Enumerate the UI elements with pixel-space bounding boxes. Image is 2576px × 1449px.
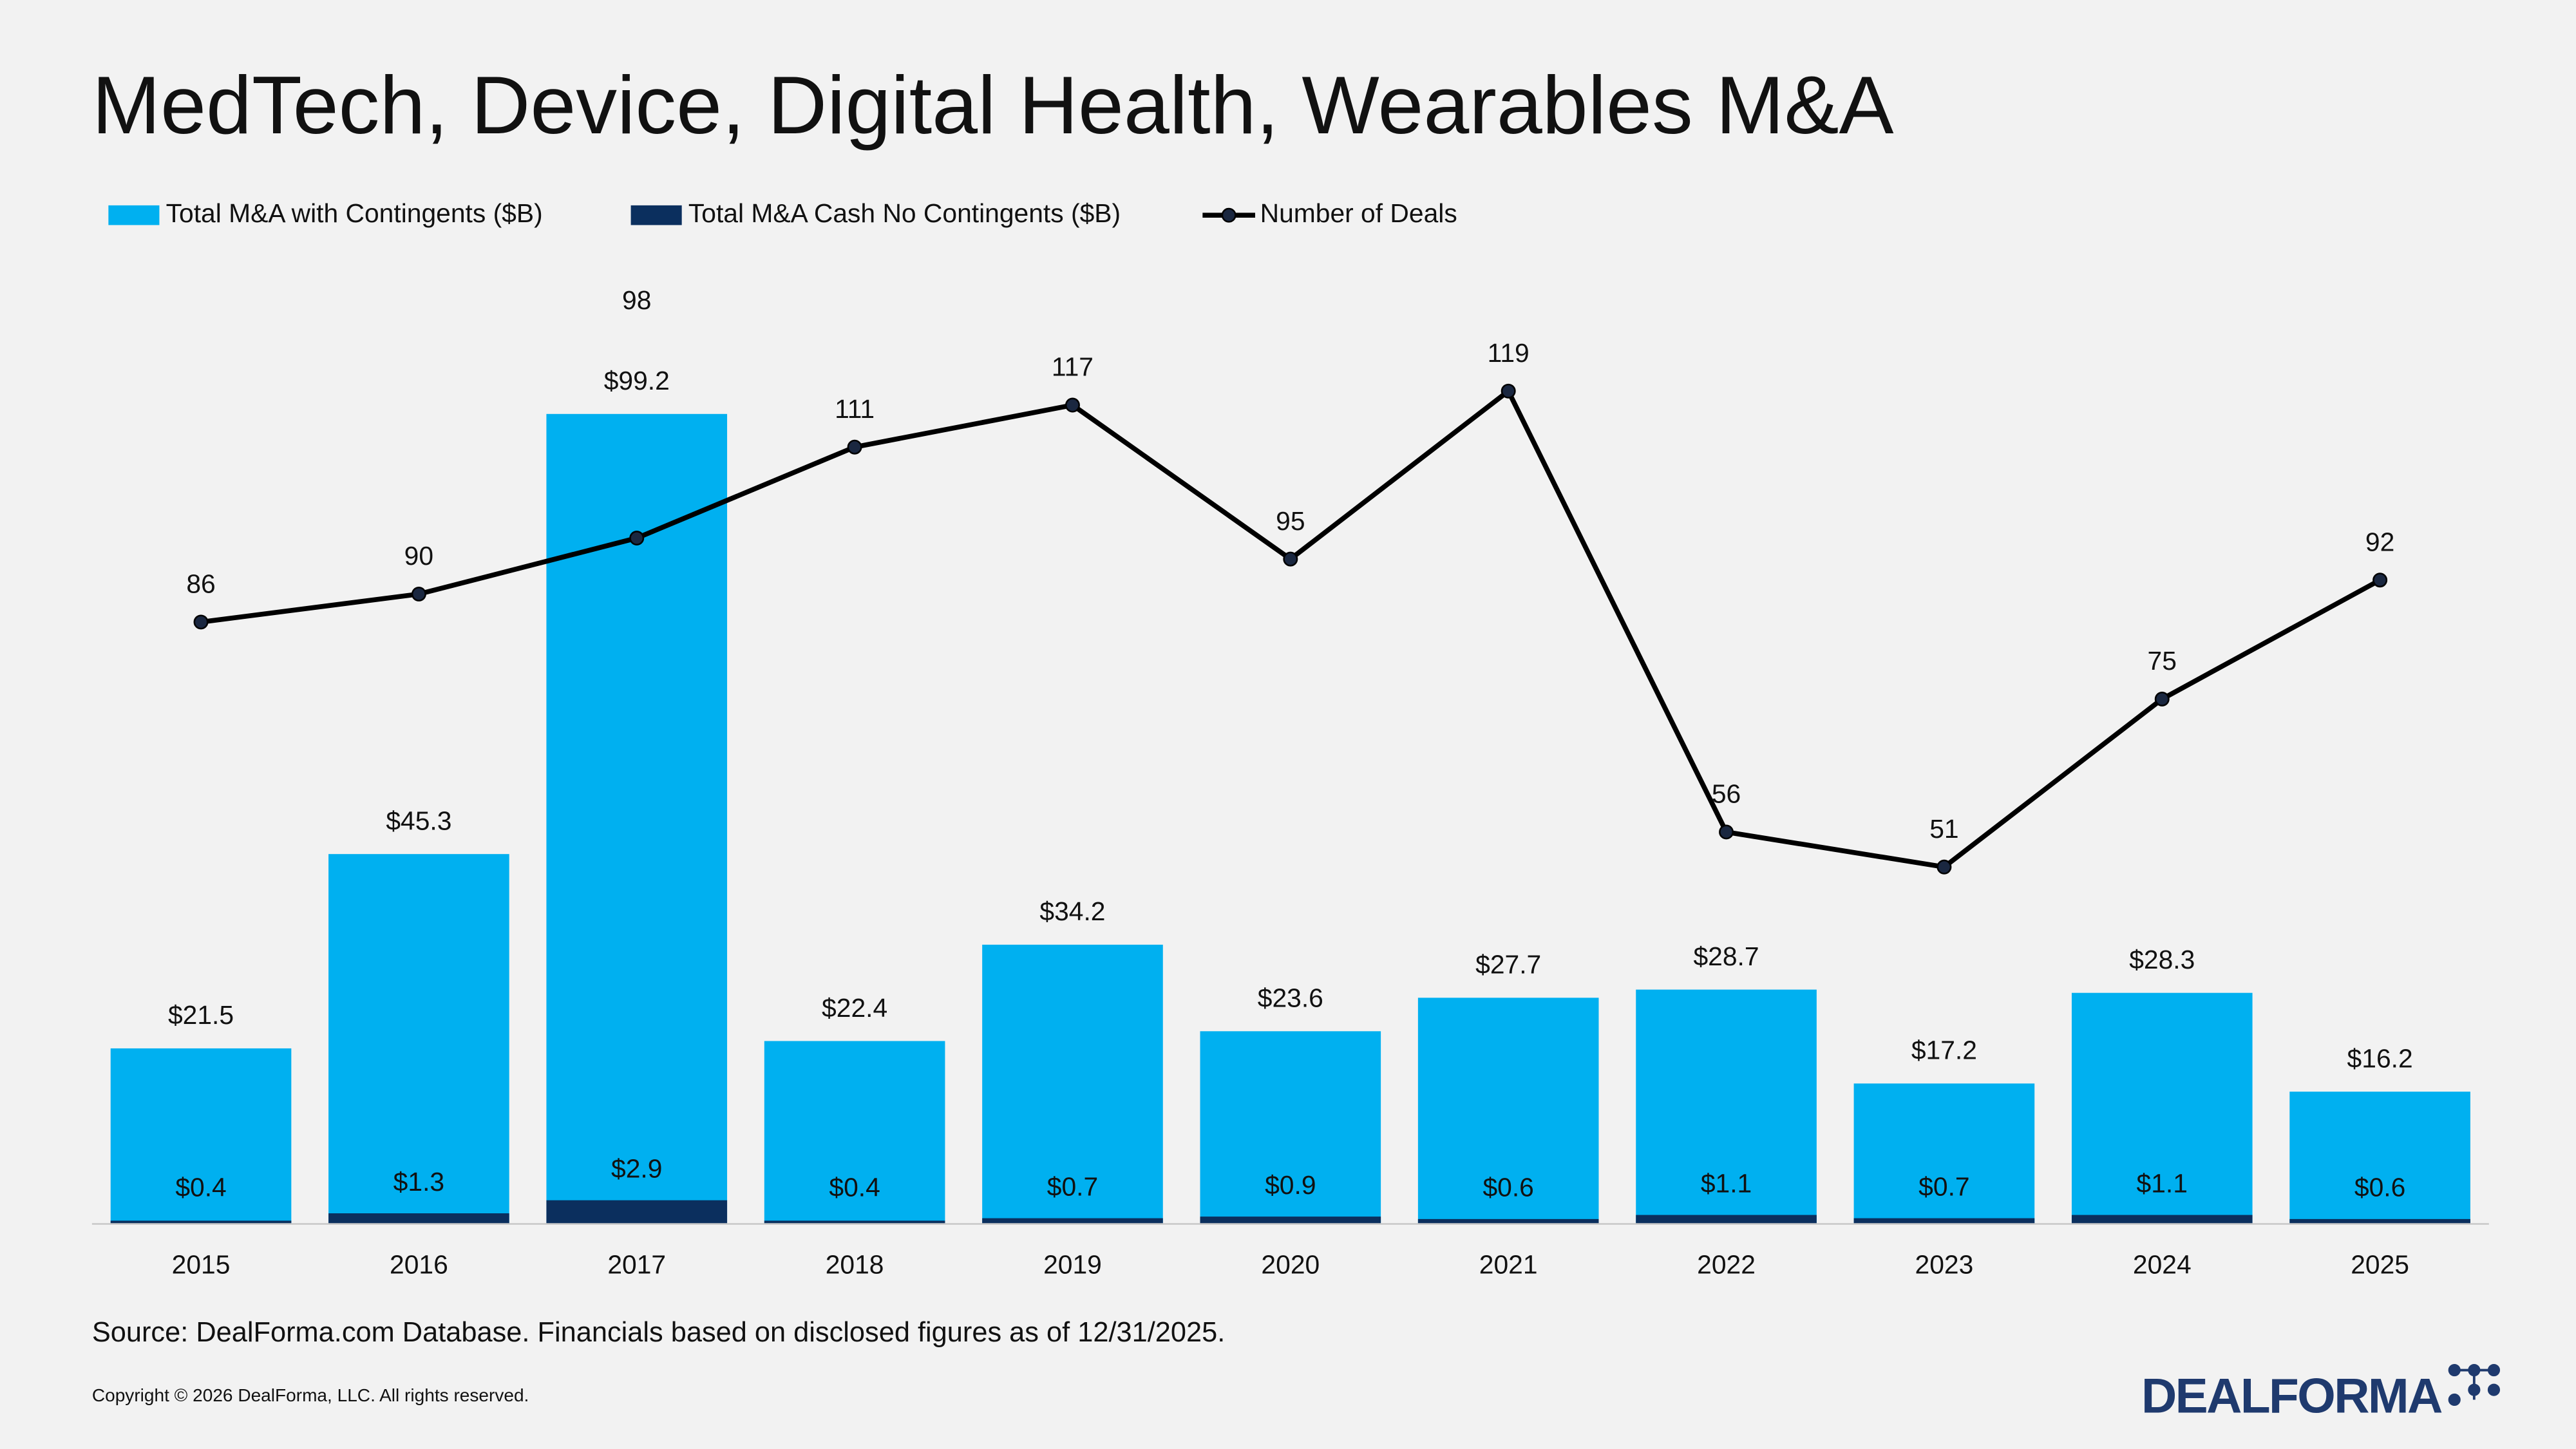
- data-label: 98: [622, 285, 651, 315]
- data-label: $2.9: [611, 1154, 662, 1184]
- bar: [2289, 1092, 2470, 1224]
- line-marker: [1501, 383, 1516, 399]
- data-label: $0.4: [175, 1173, 226, 1202]
- bar: [1200, 1217, 1381, 1224]
- line-marker: [1065, 397, 1080, 413]
- data-label: $17.2: [1911, 1036, 1977, 1065]
- logo-icon: [2448, 1363, 2501, 1406]
- bar: [2071, 1215, 2253, 1224]
- line-marker: [847, 439, 862, 455]
- legend-label: Number of Deals: [1260, 198, 1457, 228]
- data-label: 111: [835, 394, 875, 424]
- bar: [2289, 1218, 2470, 1224]
- logo: DEALFORMA: [2141, 1369, 2442, 1424]
- bar: [546, 1200, 728, 1224]
- data-label: $0.7: [1918, 1171, 1969, 1201]
- data-label: $21.5: [168, 1000, 234, 1030]
- bar: [982, 944, 1163, 1224]
- bar: [764, 1041, 945, 1224]
- line-marker: [411, 586, 426, 601]
- data-label: $34.2: [1039, 896, 1105, 926]
- x-tick-label: 2015: [172, 1250, 231, 1280]
- x-tick-label: 2022: [1697, 1250, 1756, 1280]
- source-note: Source: DealForma.com Database. Financia…: [92, 1317, 1225, 1348]
- data-label: $45.3: [386, 806, 451, 835]
- data-label: 117: [1052, 352, 1094, 382]
- data-label: $0.7: [1047, 1171, 1098, 1201]
- data-label: $16.2: [2347, 1043, 2413, 1073]
- data-label: 119: [1488, 338, 1530, 368]
- data-label: 56: [1712, 779, 1741, 809]
- bar: [982, 1218, 1163, 1224]
- bar: [1853, 1218, 2035, 1224]
- data-label: $1.1: [2137, 1168, 2188, 1198]
- x-tick-label: 2019: [1043, 1250, 1102, 1280]
- data-label: $99.2: [604, 366, 670, 395]
- line-marker: [1937, 859, 1952, 875]
- data-label: $28.7: [1693, 942, 1759, 971]
- x-tick-label: 2021: [1479, 1250, 1538, 1280]
- x-tick-label: 2023: [1915, 1250, 1974, 1280]
- data-label: 75: [2148, 646, 2177, 676]
- data-label: $28.3: [2129, 945, 2195, 974]
- line-marker: [2372, 573, 2388, 588]
- bar: [1200, 1031, 1381, 1224]
- bar: [1636, 989, 1817, 1224]
- bar: [764, 1220, 945, 1224]
- x-tick-label: 2016: [390, 1250, 448, 1280]
- bar: [2071, 992, 2253, 1224]
- legend-swatch: [630, 205, 682, 225]
- data-label: 86: [186, 569, 215, 599]
- copyright: Copyright © 2026 DealForma, LLC. All rig…: [92, 1385, 529, 1405]
- legend-label: Total M&A with Contingents ($B): [166, 198, 543, 228]
- bar: [1417, 1218, 1599, 1224]
- data-label: $1.3: [393, 1167, 444, 1197]
- legend-label: Total M&A Cash No Contingents ($B): [688, 198, 1121, 228]
- legend-swatch: [108, 205, 160, 225]
- line-marker: [1719, 824, 1734, 840]
- x-tick-label: 2020: [1261, 1250, 1320, 1280]
- data-label: $0.9: [1265, 1170, 1316, 1200]
- line-marker: [193, 614, 209, 630]
- data-label: $0.6: [1482, 1173, 1533, 1202]
- line-marker: [629, 531, 645, 545]
- bar: [110, 1048, 292, 1224]
- legend-marker: [1221, 207, 1236, 223]
- bar: [328, 854, 509, 1224]
- data-label: 92: [2365, 527, 2394, 556]
- data-label: $0.4: [829, 1173, 880, 1202]
- data-label: $0.6: [2354, 1173, 2405, 1202]
- x-tick-label: 2017: [607, 1250, 666, 1280]
- bar: [546, 413, 728, 1224]
- line-marker: [2154, 691, 2170, 706]
- line-marker: [1283, 551, 1298, 567]
- x-tick-label: 2025: [2351, 1250, 2409, 1280]
- data-label: 90: [404, 541, 433, 571]
- data-label: $1.1: [1701, 1168, 1752, 1198]
- data-label: $27.7: [1475, 950, 1541, 980]
- data-label: $22.4: [822, 993, 887, 1023]
- bar: [1417, 998, 1599, 1224]
- data-label: 51: [1929, 814, 1958, 844]
- x-tick-label: 2018: [826, 1250, 884, 1280]
- chart-title: MedTech, Device, Digital Health, Wearabl…: [92, 60, 1894, 151]
- data-label: $23.6: [1258, 983, 1323, 1013]
- data-label: 95: [1276, 506, 1305, 536]
- bar: [1853, 1083, 2035, 1224]
- bar: [110, 1220, 292, 1224]
- bar: [1636, 1215, 1817, 1224]
- x-tick-label: 2024: [2133, 1250, 2192, 1280]
- bar: [328, 1213, 509, 1224]
